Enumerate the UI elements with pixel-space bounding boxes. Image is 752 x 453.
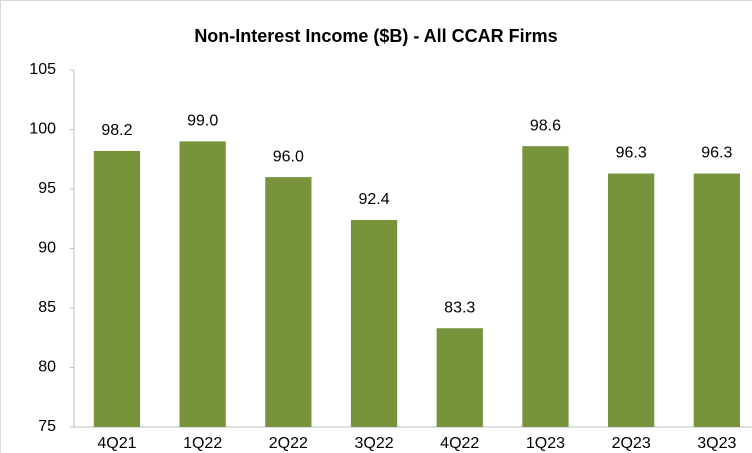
data-label: 98.6 <box>530 117 561 134</box>
bar <box>608 173 655 427</box>
bar <box>693 173 740 427</box>
y-tick-label: 95 <box>38 180 56 197</box>
data-label: 96.0 <box>273 148 304 165</box>
y-tick-label: 85 <box>38 299 56 316</box>
x-tick-label: 4Q21 <box>97 435 136 452</box>
bar <box>93 150 141 428</box>
x-tick-label: 2Q23 <box>612 435 651 452</box>
bar <box>179 141 226 427</box>
y-tick-label: 105 <box>29 61 56 78</box>
x-tick-label: 3Q23 <box>697 435 736 452</box>
y-tick-label: 100 <box>29 121 56 138</box>
data-label: 96.3 <box>701 145 732 162</box>
x-tick-label: 4Q22 <box>440 435 479 452</box>
bar <box>436 328 483 427</box>
x-tick-label: 1Q22 <box>183 435 222 452</box>
y-tick-label: 80 <box>38 359 56 376</box>
data-label: 83.3 <box>444 299 475 316</box>
y-tick-label: 90 <box>38 240 56 257</box>
data-label: 98.2 <box>101 122 132 139</box>
y-tick-label: 75 <box>38 418 56 435</box>
x-tick-label: 2Q22 <box>269 435 308 452</box>
data-label: 92.4 <box>358 191 389 208</box>
data-label: 99.0 <box>187 113 218 130</box>
bar <box>265 177 312 427</box>
x-tick-label: 1Q23 <box>526 435 565 452</box>
bar <box>350 219 398 427</box>
x-tick-label: 3Q22 <box>354 435 393 452</box>
bar <box>522 146 569 427</box>
chart-title: Non-Interest Income ($B) - All CCAR Firm… <box>194 26 557 46</box>
data-label: 96.3 <box>616 145 647 162</box>
